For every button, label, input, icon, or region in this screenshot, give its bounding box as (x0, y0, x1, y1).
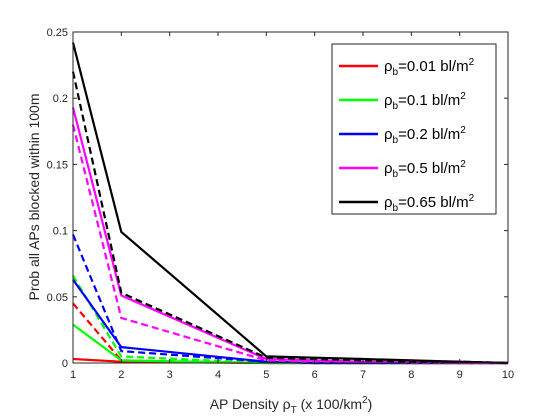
y-tick-label: 0.25 (47, 27, 68, 39)
y-tick-label: 0.05 (47, 292, 68, 304)
legend: ρb=0.01 bl/m2 ρb=0.1 bl/m2 ρb=0.2 bl/m2 ρb=… (331, 43, 497, 215)
series-line-8 (71, 124, 508, 365)
y-tick-label: 0.15 (47, 159, 68, 171)
legend-box (331, 43, 497, 215)
legend-label: ρb=0.5 bl/m2 (384, 159, 466, 180)
x-tick-label: 8 (408, 369, 414, 381)
x-axis-title-sup: 2 (362, 395, 368, 406)
x-tick-label: 3 (167, 369, 173, 381)
x-tick-label: 10 (502, 369, 514, 381)
x-tick-label: 9 (457, 369, 463, 381)
legend-label: ρb=0.2 bl/m2 (384, 125, 466, 146)
x-tick-label: 7 (360, 369, 366, 381)
y-tick-label: 0.2 (53, 93, 68, 105)
axes-box (72, 31, 509, 364)
series-line-9 (71, 42, 509, 365)
x-axis-ticks: 1 2 3 4 5 6 7 8 9 10 (70, 32, 514, 381)
x-tick-label: 1 (70, 369, 76, 381)
x-tick-label: 6 (312, 369, 318, 381)
y-axis-ticks: 0 0.05 0.1 0.15 0.2 0.25 (47, 27, 508, 370)
x-tick-label: 5 (263, 369, 269, 381)
legend-label: ρb=0.1 bl/m2 (384, 91, 466, 112)
legend-items: ρb=0.01 bl/m2 ρb=0.1 bl/m2 ρb=0.2 bl/m2 ρb=… (339, 57, 475, 214)
x-axis-title-main: AP Density (210, 396, 283, 412)
y-axis-title: Prob all APs blocked within 100m (26, 94, 42, 301)
x-axis-title-sub: T (291, 405, 297, 416)
x-axis-title-rho: ρ (283, 396, 291, 412)
axes (72, 31, 509, 364)
legend-label: ρb=0.65 bl/m2 (384, 193, 475, 214)
legend-label: ρb=0.01 bl/m2 (384, 57, 475, 78)
y-tick-label: 0 (62, 358, 68, 370)
x-axis-title-rest: (x 100/km (297, 396, 362, 412)
x-axis-title-end: ) (368, 396, 373, 412)
y-tick-label: 0.1 (53, 226, 68, 238)
x-tick-label: 4 (215, 369, 221, 381)
x-tick-label: 2 (118, 369, 124, 381)
series-line-10 (71, 71, 509, 365)
x-axis-title: AP Density ρT (x 100/km2) (210, 395, 373, 416)
